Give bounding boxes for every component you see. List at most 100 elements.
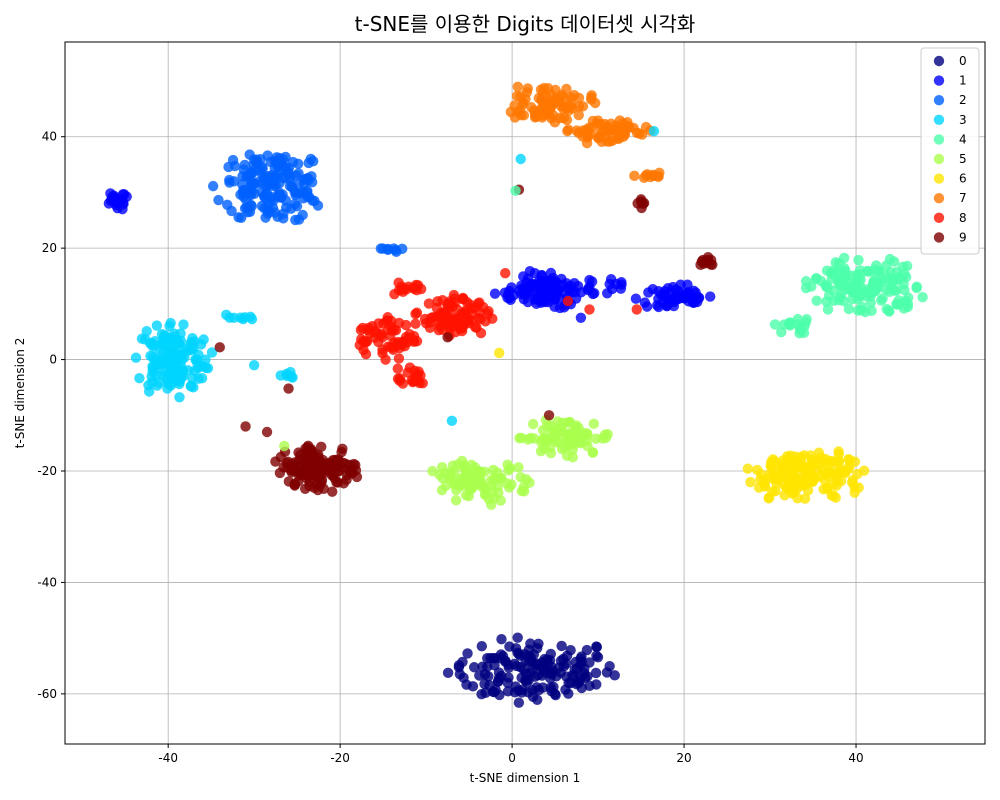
- data-point: [827, 479, 838, 490]
- data-point: [462, 648, 473, 659]
- data-point: [847, 281, 858, 292]
- data-point: [488, 464, 499, 476]
- legend-label: 3: [959, 113, 967, 127]
- data-point: [251, 157, 262, 168]
- legend-label: 7: [959, 191, 967, 205]
- data-point: [311, 479, 322, 490]
- legend-label: 4: [959, 132, 967, 146]
- data-point: [852, 468, 863, 480]
- data-point: [565, 101, 576, 113]
- data-point: [375, 243, 387, 254]
- data-point: [489, 686, 500, 698]
- data-point: [228, 312, 240, 324]
- data-point: [602, 136, 613, 147]
- data-point: [855, 274, 866, 285]
- data-point: [121, 191, 132, 202]
- data-point: [590, 433, 602, 444]
- data-point: [483, 671, 494, 682]
- data-point: [198, 334, 209, 345]
- data-point: [261, 426, 273, 438]
- data-point: [795, 324, 806, 335]
- data-point: [296, 187, 308, 199]
- data-point: [169, 328, 180, 339]
- series-1: [103, 188, 716, 314]
- series-3: [130, 309, 298, 403]
- data-point: [495, 649, 507, 660]
- data-point: [522, 687, 534, 698]
- data-point: [865, 291, 876, 302]
- data-point: [283, 383, 294, 394]
- data-point: [833, 258, 845, 269]
- data-point: [639, 172, 650, 184]
- data-point: [911, 282, 922, 294]
- data-point: [388, 243, 400, 254]
- data-point: [503, 662, 514, 673]
- data-point: [463, 313, 474, 324]
- data-point: [556, 640, 567, 652]
- data-point: [499, 287, 511, 298]
- data-point: [881, 284, 892, 295]
- data-point: [532, 694, 543, 705]
- data-point: [280, 151, 291, 163]
- data-point: [303, 157, 314, 169]
- data-point: [562, 295, 574, 307]
- y-axis-label: t-SNE dimension 2: [13, 338, 27, 449]
- data-point: [187, 332, 198, 344]
- data-point: [529, 109, 541, 120]
- data-point: [651, 300, 663, 311]
- data-point: [531, 682, 542, 693]
- data-point: [549, 688, 561, 700]
- data-point: [769, 319, 781, 330]
- data-point: [453, 660, 465, 671]
- data-point: [150, 362, 161, 374]
- data-point: [174, 392, 185, 403]
- data-point: [792, 457, 803, 469]
- data-point: [419, 313, 431, 325]
- data-point: [240, 421, 251, 432]
- data-point: [364, 328, 376, 339]
- data-point: [575, 672, 586, 683]
- data-point: [610, 124, 621, 136]
- data-point: [246, 313, 258, 325]
- data-point: [815, 275, 827, 287]
- data-point: [475, 327, 487, 339]
- y-tick-label: 0: [49, 353, 57, 367]
- series-4: [769, 252, 928, 339]
- data-point: [378, 318, 389, 329]
- data-point: [290, 214, 301, 226]
- data-point: [828, 285, 839, 296]
- data-point: [461, 296, 473, 308]
- data-point: [653, 171, 664, 182]
- data-point: [108, 190, 119, 201]
- data-point: [631, 304, 642, 315]
- data-point: [235, 189, 246, 200]
- data-point: [393, 353, 405, 364]
- data-point: [917, 291, 928, 303]
- legend-marker: [933, 114, 945, 126]
- series-6: [742, 446, 870, 504]
- data-point: [579, 663, 590, 674]
- data-point: [803, 475, 814, 486]
- y-tick-label: 40: [42, 130, 57, 144]
- data-point: [411, 284, 422, 296]
- data-point: [446, 415, 458, 427]
- data-point: [287, 372, 298, 383]
- data-point: [592, 132, 604, 144]
- data-point: [557, 417, 568, 429]
- data-point: [387, 344, 399, 355]
- data-point: [571, 420, 582, 431]
- x-tick-label: -40: [158, 751, 178, 765]
- data-point: [238, 164, 250, 175]
- data-point: [256, 200, 268, 212]
- data-point: [158, 333, 169, 345]
- data-point: [811, 295, 822, 306]
- data-point: [306, 176, 318, 188]
- data-point: [688, 297, 700, 308]
- data-point: [852, 305, 864, 316]
- data-point: [510, 185, 521, 196]
- data-point: [268, 177, 279, 189]
- legend-marker: [933, 173, 945, 184]
- y-tick-label: -20: [37, 464, 57, 478]
- data-point: [903, 292, 914, 303]
- data-point: [563, 124, 574, 135]
